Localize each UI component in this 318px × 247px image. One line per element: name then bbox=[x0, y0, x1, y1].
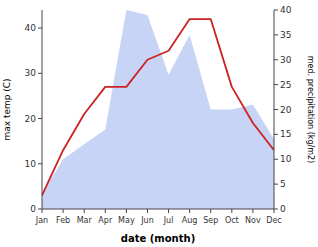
y-axis-line bbox=[42, 10, 43, 209]
y-axis-label: max temp (C) bbox=[2, 78, 12, 140]
x-tick-label: Sep bbox=[203, 216, 218, 225]
y-tick-label: 10 bbox=[25, 159, 37, 169]
y2-tick-label: 30 bbox=[280, 55, 292, 65]
y2-tick-label: 15 bbox=[280, 129, 291, 139]
y2-tick bbox=[274, 184, 278, 185]
y2-tick-label: 20 bbox=[280, 105, 292, 115]
y-tick bbox=[38, 209, 42, 210]
x-tick bbox=[252, 209, 253, 213]
x-tick bbox=[126, 209, 127, 213]
x-tick-label: Aug bbox=[182, 216, 198, 225]
y2-tick bbox=[274, 10, 278, 11]
y2-tick bbox=[274, 34, 278, 35]
y2-tick bbox=[274, 84, 278, 85]
y-tick bbox=[38, 28, 42, 29]
x-tick-label: Dec bbox=[266, 216, 281, 225]
x-tick bbox=[84, 209, 85, 213]
y2-tick bbox=[274, 159, 278, 160]
x-tick bbox=[210, 209, 211, 213]
y-tick-label: 0 bbox=[30, 204, 36, 214]
y2-tick-label: 25 bbox=[280, 80, 291, 90]
area bbox=[42, 10, 274, 209]
x-tick bbox=[105, 209, 106, 213]
x-tick bbox=[147, 209, 148, 213]
plot-area bbox=[42, 10, 274, 209]
y2-tick-label: 0 bbox=[280, 204, 286, 214]
y2-tick-label: 5 bbox=[280, 179, 286, 189]
y2-tick bbox=[274, 59, 278, 60]
y2-tick-label: 10 bbox=[280, 154, 292, 164]
x-tick bbox=[63, 209, 64, 213]
y-tick bbox=[38, 163, 42, 164]
x-tick-label: Jan bbox=[35, 216, 48, 225]
x-tick-label: Mar bbox=[77, 216, 93, 225]
chart-container: 0 10 20 30 40 max temp (C) 0 5 10 15 20 25 30 35 40 med… bbox=[0, 0, 318, 247]
y-tick-label: 20 bbox=[25, 114, 37, 124]
y2-tick-label: 40 bbox=[280, 5, 292, 15]
x-tick-label: May bbox=[118, 216, 135, 225]
y2-tick bbox=[274, 109, 278, 110]
x-axis-line bbox=[42, 209, 274, 210]
chart: 0 10 20 30 40 max temp (C) 0 5 10 15 20 25 30 35 40 med… bbox=[0, 0, 318, 247]
x-tick bbox=[168, 209, 169, 213]
x-tick bbox=[42, 209, 43, 213]
x-tick-label: Nov bbox=[245, 216, 261, 225]
x-tick-label: Jun bbox=[140, 216, 154, 225]
x-tick bbox=[231, 209, 232, 213]
y-tick bbox=[38, 118, 42, 119]
line bbox=[42, 19, 274, 195]
x-tick-label: Feb bbox=[56, 216, 70, 225]
x-tick bbox=[274, 209, 275, 213]
x-tick-label: Jul bbox=[163, 216, 174, 225]
x-tick-label: Oct bbox=[225, 216, 239, 225]
y-tick-label: 30 bbox=[25, 68, 37, 78]
y-tick-label: 40 bbox=[25, 23, 37, 33]
x-tick bbox=[189, 209, 190, 213]
x-axis-label: date (month) bbox=[121, 233, 195, 244]
y-tick bbox=[38, 73, 42, 74]
y2-tick bbox=[274, 134, 278, 135]
y2-tick-label: 35 bbox=[280, 30, 291, 40]
x-tick-label: Apr bbox=[98, 216, 113, 225]
y2-tick bbox=[274, 209, 278, 210]
y2-axis-label: med. precipitation (kg/m2) bbox=[306, 56, 315, 163]
